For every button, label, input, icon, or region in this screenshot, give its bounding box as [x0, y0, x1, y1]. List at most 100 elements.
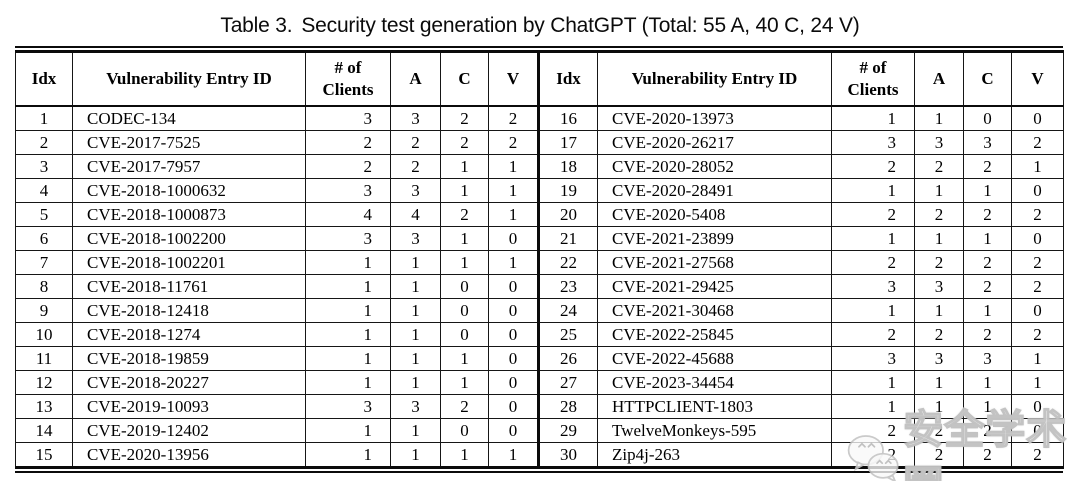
clients-cell: 1	[305, 370, 391, 395]
vuln-id-cell: CVE-2018-1000632	[72, 178, 306, 203]
idx-cell: 10	[15, 322, 73, 347]
c-cell: 0	[440, 298, 489, 323]
idx-cell: 11	[15, 346, 73, 371]
vuln-id-cell: HTTPCLIENT-1803	[597, 394, 832, 419]
v-cell: 2	[488, 130, 540, 155]
v-cell: 1	[1011, 370, 1064, 395]
clients-cell: 2	[831, 250, 915, 275]
table-row: 15 CVE-2020-13956 1 1 1 1 30 Zip4j-263 2 2 2 2	[15, 442, 1064, 468]
idx-cell: 8	[15, 274, 73, 299]
a-cell: 2	[390, 154, 441, 179]
vuln-id-cell: CVE-2020-13973	[597, 105, 832, 131]
table-grid: Idx Vulnerability Entry ID # of Clients A…	[15, 50, 1064, 469]
a-cell: 3	[390, 178, 441, 203]
c-cell: 1	[440, 178, 489, 203]
idx-cell: 13	[15, 394, 73, 419]
v-cell: 0	[1011, 394, 1064, 419]
c-cell: 3	[963, 130, 1012, 155]
a-cell: 1	[914, 370, 964, 395]
vuln-id-cell: CVE-2021-27568	[597, 250, 832, 275]
table-row: 9 CVE-2018-12418 1 1 0 0 24 CVE-2021-30468 1 1 1 0	[15, 298, 1064, 323]
clients-cell: 3	[305, 178, 391, 203]
c-cell: 0	[440, 322, 489, 347]
vuln-id-cell: TwelveMonkeys-595	[597, 418, 832, 443]
clients-cell: 3	[305, 105, 391, 131]
idx-cell: 27	[538, 370, 598, 395]
a-cell: 1	[390, 322, 441, 347]
col-header-clients-line1: # of	[334, 58, 362, 77]
clients-cell: 1	[305, 298, 391, 323]
v-cell: 0	[1011, 178, 1064, 203]
table-row: 10 CVE-2018-1274 1 1 0 0 25 CVE-2022-25845 2 2 2 2	[15, 322, 1064, 347]
a-cell: 3	[390, 226, 441, 251]
v-cell: 1	[488, 154, 540, 179]
a-cell: 2	[914, 250, 964, 275]
vuln-id-cell: CVE-2021-29425	[597, 274, 832, 299]
idx-cell: 14	[15, 418, 73, 443]
table-header: Idx Vulnerability Entry ID # of Clients A…	[15, 51, 1064, 107]
clients-cell: 3	[831, 346, 915, 371]
vuln-id-cell: CODEC-134	[72, 105, 306, 131]
col-header-v: V	[1011, 51, 1064, 107]
a-cell: 3	[914, 274, 964, 299]
c-cell: 1	[440, 346, 489, 371]
clients-cell: 1	[305, 442, 391, 468]
clients-cell: 2	[831, 418, 915, 443]
v-cell: 2	[488, 105, 540, 131]
col-header-a: A	[914, 51, 964, 107]
v-cell: 1	[488, 178, 540, 203]
a-cell: 1	[390, 298, 441, 323]
v-cell: 1	[1011, 346, 1064, 371]
clients-cell: 3	[831, 130, 915, 155]
table-row: 5 CVE-2018-1000873 4 4 2 1 20 CVE-2020-5408 2 2 2 2	[15, 202, 1064, 227]
c-cell: 2	[440, 105, 489, 131]
idx-cell: 2	[15, 130, 73, 155]
clients-cell: 4	[305, 202, 391, 227]
c-cell: 0	[440, 274, 489, 299]
idx-cell: 12	[15, 370, 73, 395]
vuln-id-cell: CVE-2018-11761	[72, 274, 306, 299]
a-cell: 1	[914, 298, 964, 323]
vuln-id-cell: CVE-2017-7525	[72, 130, 306, 155]
c-cell: 2	[440, 394, 489, 419]
idx-cell: 29	[538, 418, 598, 443]
table-caption: Table 3. Security test generation by Chat…	[0, 13, 1080, 39]
clients-cell: 2	[831, 202, 915, 227]
vuln-id-cell: CVE-2020-13956	[72, 442, 306, 468]
table-row: 4 CVE-2018-1000632 3 3 1 1 19 CVE-2020-28491 1 1 1…	[15, 178, 1064, 203]
idx-cell: 25	[538, 322, 598, 347]
security-test-table: Idx Vulnerability Entry ID # of Clients A…	[15, 46, 1064, 473]
table-row: 7 CVE-2018-1002201 1 1 1 1 22 CVE-2021-27568 2 2 2…	[15, 250, 1064, 275]
a-cell: 3	[914, 346, 964, 371]
vuln-id-cell: CVE-2021-30468	[597, 298, 832, 323]
c-cell: 1	[440, 370, 489, 395]
c-cell: 2	[963, 442, 1012, 468]
c-cell: 2	[963, 202, 1012, 227]
idx-cell: 28	[538, 394, 598, 419]
clients-cell: 2	[831, 322, 915, 347]
idx-cell: 1	[15, 105, 73, 131]
clients-cell: 2	[305, 130, 391, 155]
idx-cell: 21	[538, 226, 598, 251]
clients-cell: 3	[305, 394, 391, 419]
col-header-vuln-id: Vulnerability Entry ID	[72, 51, 306, 107]
a-cell: 2	[390, 130, 441, 155]
c-cell: 1	[440, 226, 489, 251]
a-cell: 2	[914, 322, 964, 347]
a-cell: 1	[390, 442, 441, 468]
clients-cell: 2	[305, 154, 391, 179]
c-cell: 2	[963, 322, 1012, 347]
c-cell: 1	[440, 154, 489, 179]
clients-cell: 1	[831, 298, 915, 323]
clients-cell: 1	[305, 346, 391, 371]
a-cell: 3	[914, 130, 964, 155]
table-row: 12 CVE-2018-20227 1 1 1 0 27 CVE-2023-34454 1 1 1 1	[15, 370, 1064, 395]
a-cell: 4	[390, 202, 441, 227]
clients-cell: 1	[305, 250, 391, 275]
idx-cell: 9	[15, 298, 73, 323]
v-cell: 2	[1011, 322, 1064, 347]
vuln-id-cell: CVE-2018-20227	[72, 370, 306, 395]
a-cell: 1	[914, 394, 964, 419]
vuln-id-cell: Zip4j-263	[597, 442, 832, 468]
clients-cell: 1	[831, 394, 915, 419]
